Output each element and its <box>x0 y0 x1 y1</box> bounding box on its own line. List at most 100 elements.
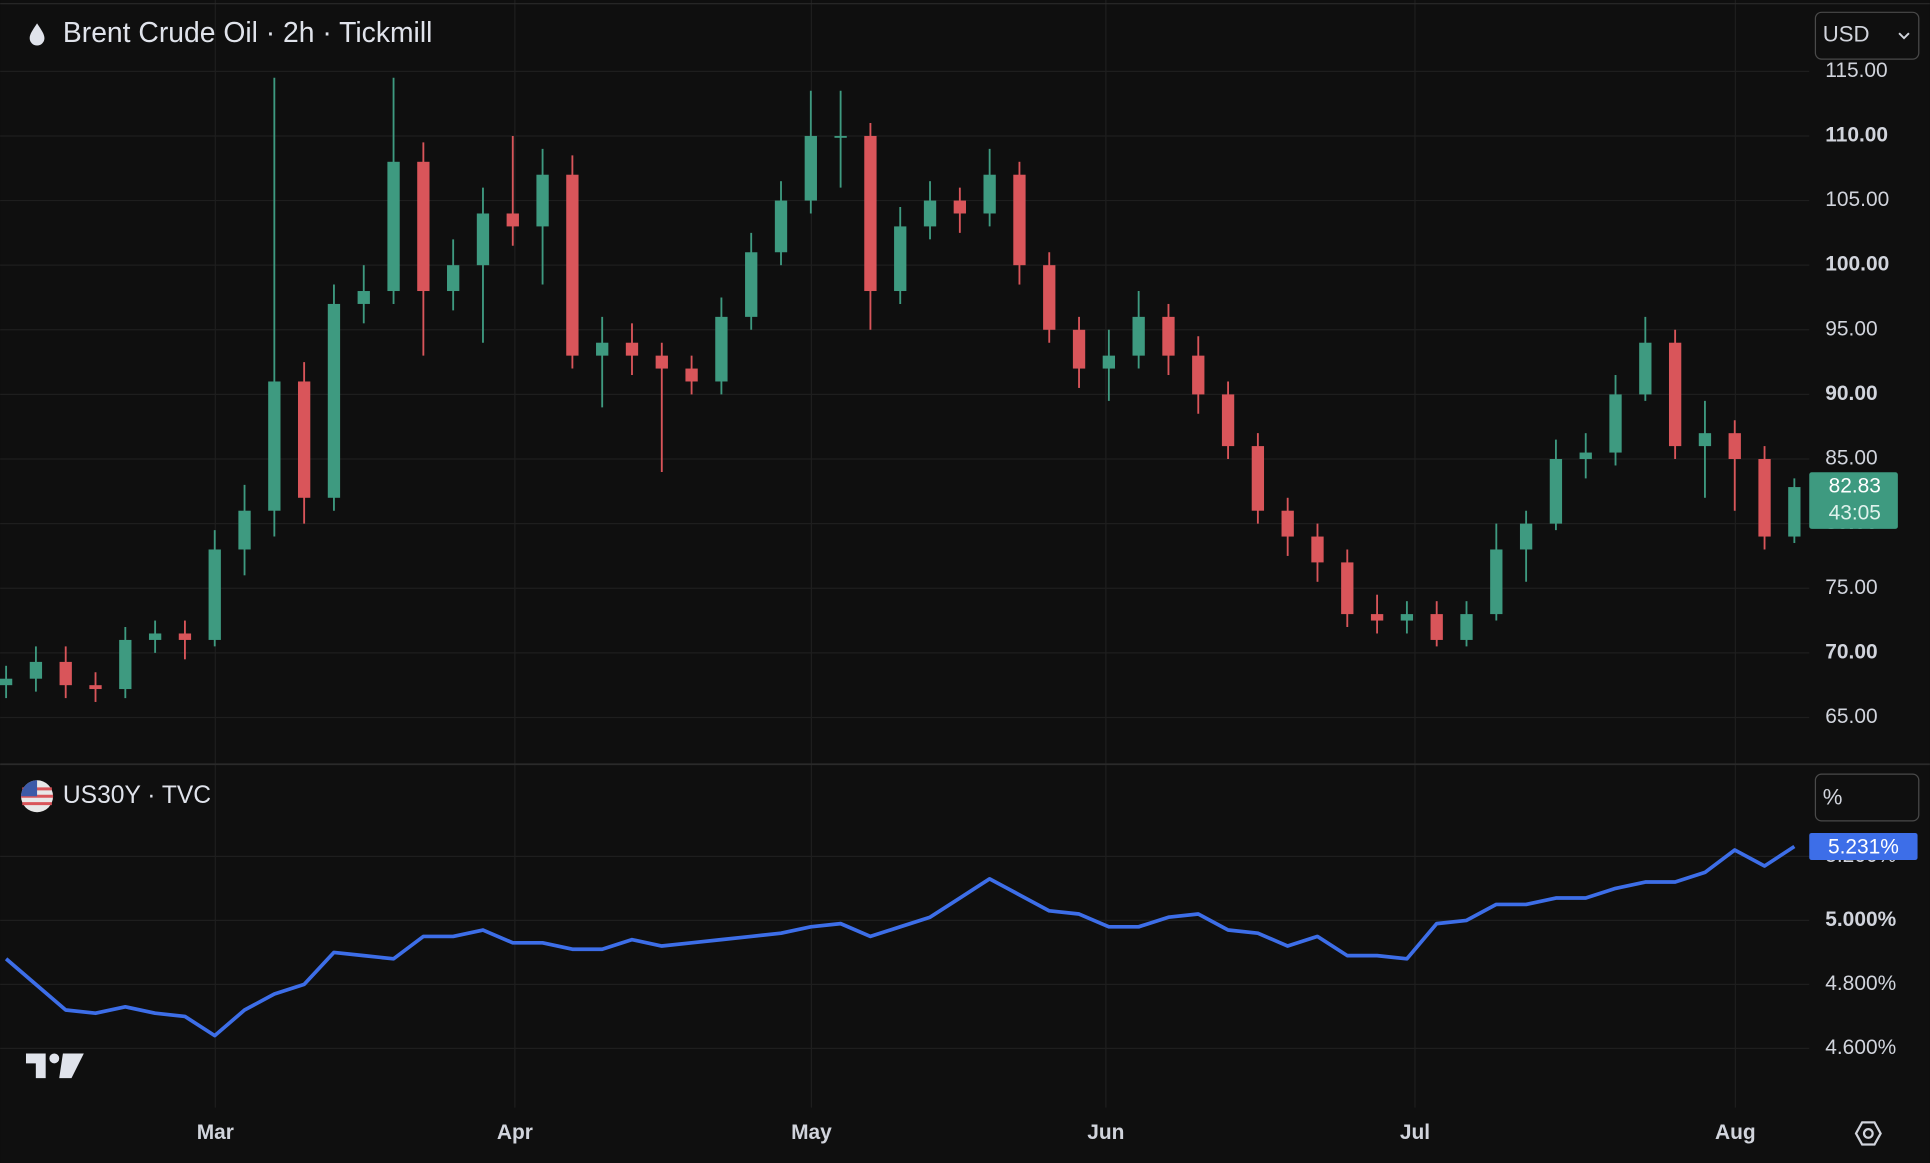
candle-body <box>1460 614 1473 640</box>
candle-body <box>1043 265 1056 330</box>
currency-select[interactable]: USD <box>1814 11 1920 60</box>
candle-body <box>1251 446 1265 511</box>
candle-body <box>774 200 788 253</box>
candle-body <box>1311 536 1324 563</box>
price-badge <box>1809 472 1898 529</box>
x-tick-label: Mar <box>197 1121 234 1144</box>
candle-body <box>536 174 549 227</box>
candle-body <box>148 633 162 640</box>
candle-body <box>1609 394 1622 453</box>
marks <box>0 77 1801 1038</box>
tv-logo <box>25 1053 84 1079</box>
y-tick-label: 85.00 <box>1825 447 1877 470</box>
y-tick-label: 5.000% <box>1825 908 1896 931</box>
candle-body <box>178 633 192 640</box>
candle-body <box>1639 342 1652 395</box>
candle-body <box>387 161 400 292</box>
currency-box[interactable] <box>1814 11 1920 60</box>
candle-body <box>625 342 639 356</box>
candle-body <box>1400 614 1414 621</box>
y-tick-label: 115.00 <box>1825 59 1887 82</box>
y-tick-label: 105.00 <box>1825 188 1889 211</box>
candle-body <box>1758 459 1771 537</box>
unit-select[interactable]: % <box>1814 773 1920 822</box>
x-tick-label: Jul <box>1400 1121 1430 1144</box>
settings-button[interactable] <box>1854 1121 1882 1146</box>
candle-body <box>1370 614 1384 621</box>
y-tick-label: 75.00 <box>1825 576 1877 599</box>
unit-box[interactable] <box>1814 773 1920 822</box>
candle-body <box>1698 433 1712 447</box>
x-tick-label: Aug <box>1715 1121 1756 1144</box>
candle-body <box>1072 329 1086 369</box>
x-tick-label: Apr <box>497 1121 533 1144</box>
candle-body <box>1668 342 1682 447</box>
countdown: 43:05 <box>1829 502 1881 525</box>
labels: MarAprMayJunJulAug65.0070.0075.0080.0085… <box>197 59 1918 1144</box>
candle-body <box>119 639 132 690</box>
yield-badge <box>1809 832 1918 861</box>
y-tick-label: 110.00 <box>1825 123 1888 146</box>
oil-icon <box>29 23 45 46</box>
candle-body <box>566 174 579 356</box>
y-tick-label: 65.00 <box>1825 705 1877 728</box>
candle-body <box>834 135 847 138</box>
candle-body <box>297 381 311 498</box>
candle-body <box>208 549 221 640</box>
candle-body <box>1102 355 1116 369</box>
settings-icon[interactable] <box>1854 1121 1882 1146</box>
settings-dot[interactable] <box>1862 1128 1874 1139</box>
candle-body <box>327 303 341 498</box>
currency-label[interactable]: USD <box>1823 22 1870 47</box>
y-tick-label: 4.800% <box>1825 972 1896 995</box>
candle-body <box>59 661 72 686</box>
candle-body <box>506 213 519 227</box>
candle-body <box>1579 452 1592 460</box>
candle-body <box>596 342 609 356</box>
last-yield: 5.231% <box>1828 835 1899 858</box>
yield-line <box>4 844 1796 1038</box>
us-flag <box>21 780 54 813</box>
candle-body <box>1490 549 1503 615</box>
candle-body <box>357 291 370 304</box>
candle-body <box>1013 174 1026 266</box>
candle-body <box>983 174 996 214</box>
candle-body <box>238 510 251 550</box>
candle-body <box>268 381 281 511</box>
candle-body <box>29 661 43 679</box>
pane-title: US30Y · TVC <box>63 782 211 809</box>
candle-body <box>1281 510 1294 537</box>
candle-body <box>894 226 907 292</box>
last-price: 82.83 <box>1829 475 1881 498</box>
unit-label[interactable]: % <box>1823 785 1843 810</box>
candle-body <box>1132 316 1145 356</box>
candle-body <box>685 368 698 382</box>
candle-body <box>1728 433 1741 460</box>
candle-body <box>417 161 430 292</box>
candle-body <box>804 135 817 201</box>
candle-body <box>1341 562 1354 615</box>
x-tick-label: Jun <box>1087 1121 1124 1144</box>
candle-body <box>1519 523 1533 550</box>
candle-body <box>1192 355 1205 395</box>
chart-title: Brent Crude Oil · 2h · Tickmill <box>63 16 433 48</box>
candle-body <box>953 200 966 214</box>
y-tick-label: 100.00 <box>1825 253 1889 276</box>
candle-body <box>447 265 460 292</box>
candle-body <box>1549 459 1563 524</box>
candle-body <box>1221 394 1235 447</box>
candle-body <box>89 685 102 690</box>
candle-body <box>923 200 937 227</box>
y-tick-label: 70.00 <box>1825 640 1877 663</box>
candle-body <box>655 355 668 369</box>
y-tick-label: 90.00 <box>1825 382 1877 405</box>
candle-body <box>1430 614 1443 640</box>
candle-body <box>0 678 13 686</box>
chevron[interactable] <box>1898 32 1910 40</box>
candle-body <box>864 135 877 292</box>
candle-body <box>745 252 758 317</box>
candle-body <box>1788 487 1801 537</box>
